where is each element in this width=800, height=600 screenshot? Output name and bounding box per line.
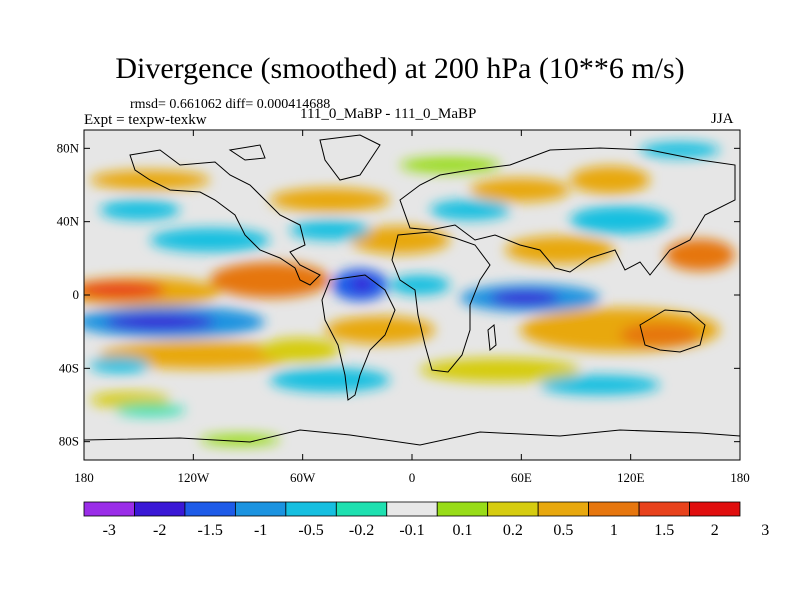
lon-tick-label: 0	[409, 470, 416, 485]
colorbar-label: 0.5	[553, 522, 573, 539]
lon-tick-label: 60W	[290, 470, 316, 485]
lat-tick-label: 80S	[59, 434, 79, 449]
colorbar-swatch	[436, 501, 489, 517]
colorbar-label: 0.2	[503, 522, 523, 539]
plot-title: Divergence (smoothed) at 200 hPa (10**6 …	[115, 52, 685, 85]
colorbar-label: 1	[610, 522, 618, 539]
colorbar-label: -0.2	[349, 522, 374, 539]
colorbar-label: -3	[103, 522, 116, 539]
colorbar: -3 -2 -1.5 -1 -0.5 -0.2 -0.1 0.1 0.2 0.5 1 1.5 2 3	[83, 501, 769, 539]
colorbar-swatch	[588, 501, 640, 517]
colorbar-label: 1.5	[654, 522, 674, 539]
colorbar-swatch	[285, 501, 337, 517]
lat-tick-label: 80N	[57, 140, 80, 155]
case-label: 111_0_MaBP - 111_0_MaBP	[300, 106, 477, 122]
lon-tick-label: 180	[730, 470, 750, 485]
colorbar-label: -0.5	[298, 522, 323, 539]
longitude-axis: 180 120W 60W 0 60E 120E 180	[74, 130, 750, 485]
colorbar-swatch	[83, 501, 135, 517]
colorbar-label: 0.1	[452, 522, 472, 539]
colorbar-label: -0.1	[399, 522, 424, 539]
colorbar-swatch	[638, 501, 690, 517]
colorbar-swatch	[184, 501, 236, 517]
lon-tick-label: 60E	[511, 470, 532, 485]
latitude-axis: 80N 40N 0 40S 80S	[57, 140, 740, 449]
season-label: JJA	[711, 111, 734, 127]
colorbar-swatch	[234, 501, 287, 517]
colorbar-swatch	[335, 501, 388, 517]
lon-tick-label: 120W	[177, 470, 210, 485]
experiment-label: Expt = texpw-texkw	[84, 112, 207, 128]
colorbar-label: -2	[153, 522, 166, 539]
colorbar-swatch	[537, 501, 590, 517]
colorbar-label: 3	[761, 522, 769, 539]
colorbar-label: 2	[711, 522, 719, 539]
colorbar-label: -1	[254, 522, 267, 539]
lon-tick-label: 120E	[617, 470, 645, 485]
rmsd-diff-stats: rmsd= 0.661062 diff= 0.000414688	[130, 97, 331, 112]
colorbar-swatch	[689, 501, 741, 517]
lon-tick-label: 180	[74, 470, 94, 485]
colorbar-swatch	[487, 501, 539, 517]
colorbar-swatch	[386, 501, 438, 517]
colorbar-swatch	[134, 501, 186, 517]
coastlines	[84, 134, 740, 446]
lat-tick-label: 40S	[59, 360, 79, 375]
colorbar-label: -1.5	[197, 522, 222, 539]
divergence-field	[84, 130, 740, 460]
lat-tick-label: 40N	[57, 214, 80, 229]
lat-tick-label: 0	[73, 287, 80, 302]
